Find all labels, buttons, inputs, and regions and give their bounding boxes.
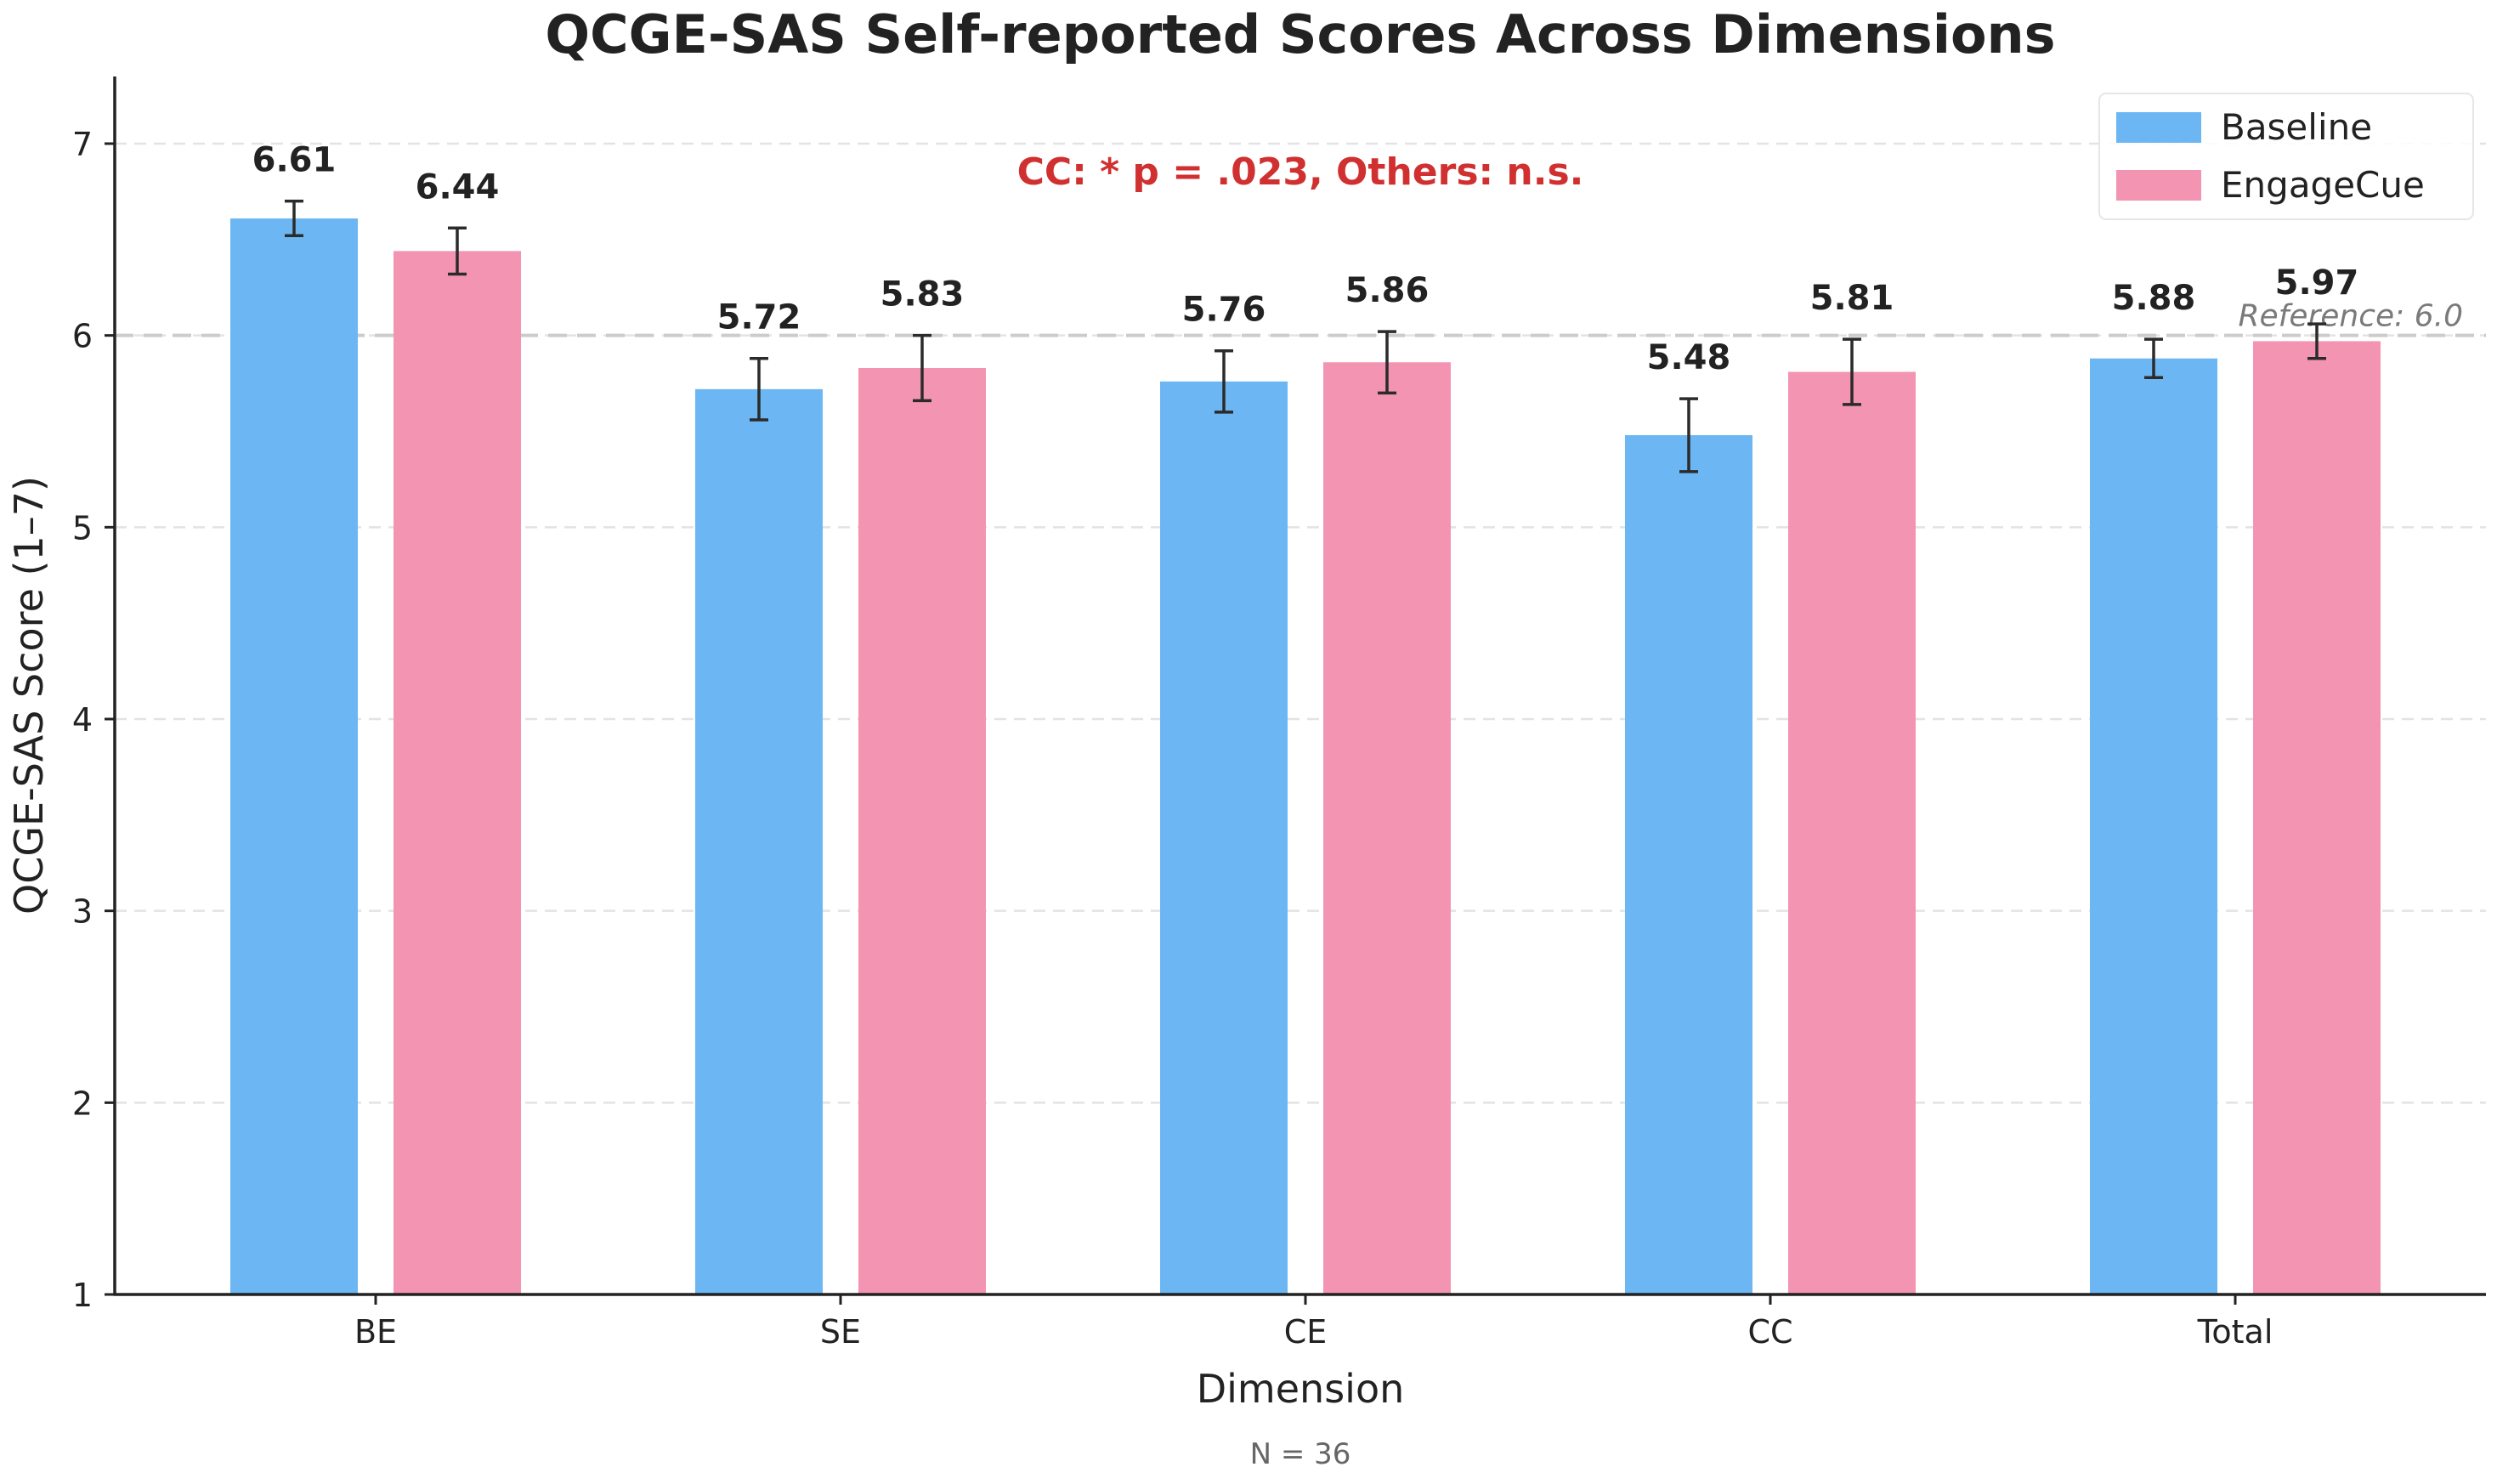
significance-annotation: CC: * p = .023, Others: n.s. xyxy=(1017,150,1584,194)
bar-engagecue-cc xyxy=(1788,371,1916,1294)
x-tick-label: CC xyxy=(1747,1313,1792,1351)
bar-engagecue-se xyxy=(858,368,986,1294)
legend-label-engagecue: EngageCue xyxy=(2221,164,2425,206)
reference-line-group: Reference: 6.0 xyxy=(115,299,2486,337)
value-labels: 6.61 6.44 5.72 5.83 5.76 5.86 5.48 5.81 5.88 5.97 xyxy=(252,141,2359,377)
bar-baseline-cc xyxy=(1625,435,1752,1294)
x-tick-label: Total xyxy=(2197,1313,2273,1351)
y-axis-label: QCGE-SAS Score (1–7) xyxy=(6,476,52,915)
bar-baseline-ce xyxy=(1160,381,1288,1294)
y-tick-label: 3 xyxy=(72,893,93,931)
value-label: 6.61 xyxy=(252,141,337,180)
bar-engagecue-ce xyxy=(1323,362,1451,1294)
value-label: 5.48 xyxy=(1647,338,1731,377)
x-tick-label: CE xyxy=(1284,1313,1328,1351)
value-label: 5.86 xyxy=(1345,271,1430,310)
legend-swatch-engagecue xyxy=(2116,170,2201,201)
reference-label: Reference: 6.0 xyxy=(2238,299,2463,334)
x-axis-label: Dimension xyxy=(1197,1366,1405,1412)
x-tick-label: SE xyxy=(820,1313,861,1351)
bar-engagecue-be xyxy=(394,251,521,1294)
bars xyxy=(230,218,2381,1295)
value-label: 5.72 xyxy=(717,298,801,337)
legend: Baseline EngageCue xyxy=(2098,93,2474,220)
y-tick-label: 5 xyxy=(72,509,93,547)
value-label: 5.81 xyxy=(1810,279,1894,318)
bar-baseline-total xyxy=(2090,358,2217,1294)
x-tick-label: BE xyxy=(354,1313,397,1351)
sample-size-footnote: N = 36 xyxy=(1250,1437,1351,1471)
axes: 1 2 3 4 5 6 7 BE SE CE CC Total xyxy=(72,76,2486,1351)
chart-title: QCGE-SAS Self-reported Scores Across Dim… xyxy=(545,3,2055,65)
y-tick-label: 2 xyxy=(72,1085,93,1122)
value-label: 6.44 xyxy=(416,167,500,207)
y-tick-label: 1 xyxy=(72,1277,93,1314)
y-tick-label: 6 xyxy=(72,318,93,355)
value-label: 5.76 xyxy=(1182,291,1266,330)
legend-swatch-baseline xyxy=(2116,112,2201,143)
bar-engagecue-total xyxy=(2253,341,2381,1295)
error-bars xyxy=(285,199,2326,473)
value-label: 5.83 xyxy=(880,275,965,314)
y-tick-label: 7 xyxy=(72,126,93,163)
y-tick-label: 4 xyxy=(72,701,93,739)
bar-baseline-se xyxy=(695,388,823,1294)
value-label: 5.88 xyxy=(2112,279,2196,318)
legend-label-baseline: Baseline xyxy=(2221,106,2372,148)
value-label: 5.97 xyxy=(2275,263,2359,303)
bar-baseline-be xyxy=(230,218,358,1295)
